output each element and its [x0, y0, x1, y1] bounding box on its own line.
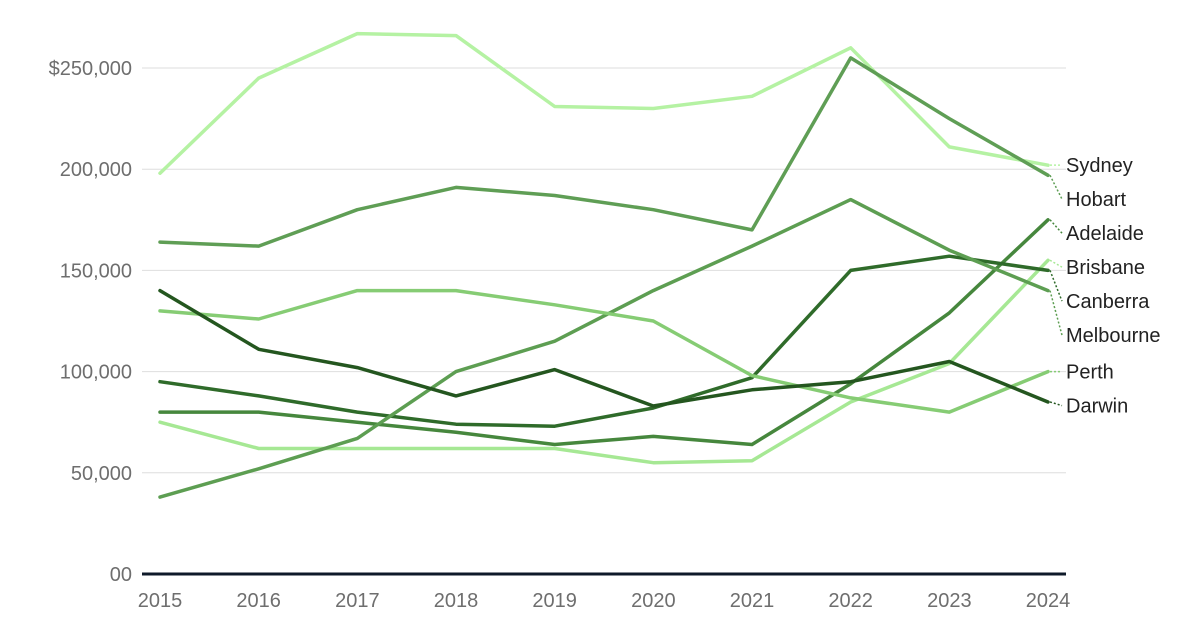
x-tick-label: 2024 — [1026, 590, 1071, 612]
series-label-sydney: Sydney — [1066, 155, 1133, 177]
series-label-darwin: Darwin — [1066, 396, 1128, 418]
x-tick-label: 2019 — [532, 590, 577, 612]
x-tick-label: 2018 — [434, 590, 479, 612]
x-tick-label: 2016 — [236, 590, 281, 612]
x-tick-label: 2023 — [927, 590, 972, 612]
y-tick-label: 200,000 — [60, 159, 132, 181]
series-line-hobart — [158, 56, 1050, 248]
x-tick-label: 2015 — [138, 590, 183, 612]
series-label-melbourne: Melbourne — [1066, 325, 1161, 347]
series-line-adelaide — [158, 218, 1050, 447]
series-line-melbourne — [158, 197, 1050, 499]
gridlines — [142, 67, 1066, 474]
label-leader-hobart — [1049, 174, 1063, 200]
x-tick-label: 2017 — [335, 590, 380, 612]
series-label-canberra: Canberra — [1066, 291, 1150, 313]
label-leader-darwin — [1049, 401, 1063, 407]
series-line-canberra — [158, 254, 1050, 428]
series-label-adelaide: Adelaide — [1066, 223, 1144, 245]
series-label-brisbane: Brisbane — [1066, 257, 1145, 279]
y-axis-tick-labels: 00 50,000 100,000 150,000 200,000 $250,000 — [49, 58, 132, 586]
series-line-darwin — [158, 288, 1050, 408]
series-label-hobart: Hobart — [1066, 189, 1126, 211]
y-tick-label: 00 — [110, 564, 132, 586]
series-line-brisbane — [158, 258, 1050, 465]
label-leader-adelaide — [1049, 219, 1063, 234]
y-tick-label: 150,000 — [60, 260, 132, 282]
series-direct-labels: Sydney Hobart Adelaide Brisbane Canberra Melb… — [1049, 155, 1161, 418]
label-leader-canberra — [1049, 270, 1063, 302]
x-tick-label: 2020 — [631, 590, 676, 612]
y-tick-label: 50,000 — [71, 463, 132, 485]
series-line-perth — [158, 288, 1050, 414]
series-line-sydney — [158, 31, 1050, 175]
label-leader-brisbane — [1049, 259, 1063, 268]
series-lines — [158, 31, 1050, 499]
x-tick-label: 2022 — [828, 590, 873, 612]
y-tick-label: $250,000 — [49, 58, 132, 80]
series-label-perth: Perth — [1066, 362, 1114, 384]
x-tick-label: 2021 — [730, 590, 775, 612]
x-axis-tick-labels: 2015 2016 2017 2018 2019 2020 2021 2022 2023 2024 — [138, 590, 1071, 612]
y-tick-label: 100,000 — [60, 362, 132, 384]
